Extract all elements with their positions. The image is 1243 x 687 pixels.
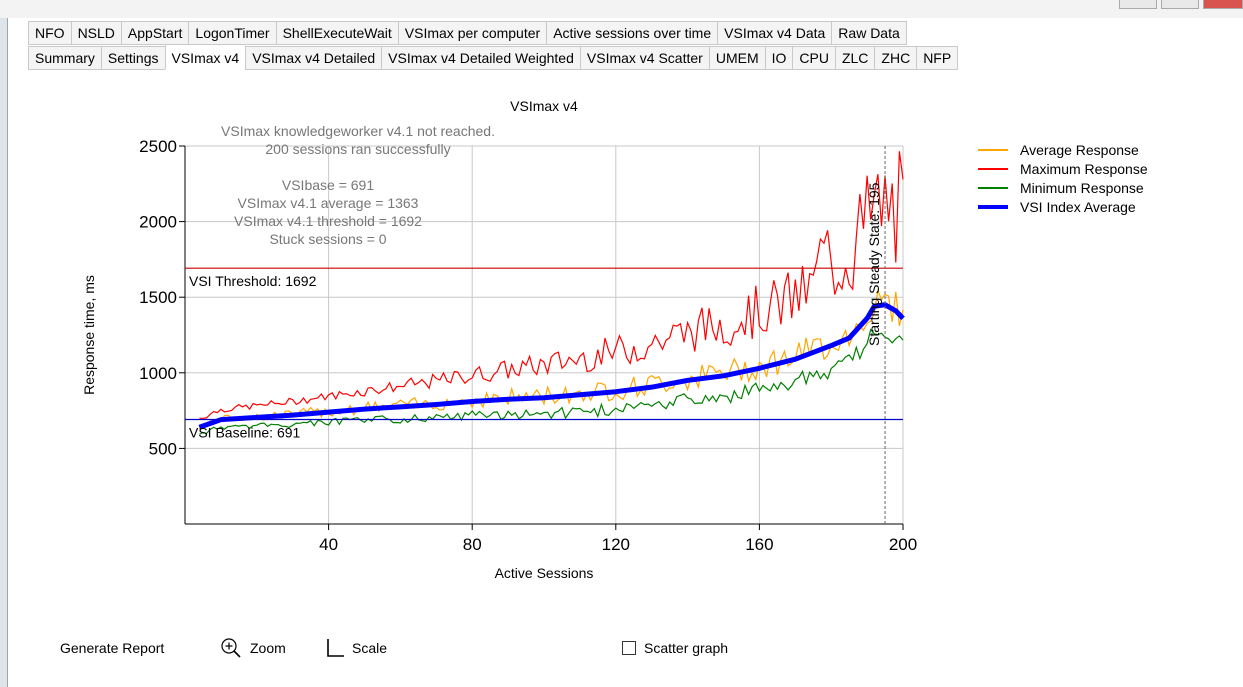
tab-vsimax-per-computer[interactable]: VSImax per computer bbox=[397, 21, 547, 45]
tab-logontimer[interactable]: LogonTimer bbox=[188, 21, 276, 45]
info-text-line: VSIbase = 691 bbox=[282, 177, 374, 193]
vsimax-chart: 40 80 120 160 200 500 1000 1500 2000 2500 VSImax v… bbox=[81, 98, 1148, 581]
x-tick-label: 120 bbox=[602, 535, 630, 554]
tab-zlc[interactable]: ZLC bbox=[834, 46, 875, 70]
tab-summary[interactable]: Summary bbox=[28, 46, 101, 70]
y-tick-label: 2500 bbox=[139, 137, 177, 156]
x-tick-label: 200 bbox=[889, 535, 917, 554]
info-text-line: Stuck sessions = 0 bbox=[269, 231, 386, 247]
tab-vsimax-v4-scatter[interactable]: VSImax v4 Scatter bbox=[579, 46, 709, 70]
legend-entry: Minimum Response bbox=[1020, 180, 1144, 196]
vsi-index-average-line bbox=[198, 302, 905, 430]
steady-state-label: Starting Steady State: 195 bbox=[866, 182, 882, 346]
window-controls bbox=[1113, 0, 1243, 10]
scatter-graph-toggle[interactable]: Scatter graph bbox=[622, 636, 728, 660]
tab-zhc[interactable]: ZHC bbox=[874, 46, 917, 70]
info-text-line: VSImax knowledgeworker v4.1 not reached. bbox=[221, 123, 495, 139]
tab-appstart[interactable]: AppStart bbox=[120, 21, 189, 45]
tab-row-1: NFO NSLD AppStart LogonTimer ShellExecuteWai… bbox=[28, 21, 907, 45]
x-tick-label: 40 bbox=[319, 535, 338, 554]
tab-settings[interactable]: Settings bbox=[100, 46, 165, 70]
y-tick-label: 1000 bbox=[139, 364, 177, 383]
tab-active-sessions-over-time[interactable]: Active sessions over time bbox=[546, 21, 718, 45]
chart-title: VSImax v4 bbox=[510, 98, 578, 114]
tab-nfo[interactable]: NFO bbox=[28, 21, 71, 45]
generate-report-button[interactable]: Generate Report bbox=[60, 636, 164, 660]
scatter-graph-checkbox[interactable] bbox=[622, 641, 636, 655]
y-tick-label: 1500 bbox=[139, 288, 177, 307]
scale-icon bbox=[327, 639, 344, 657]
scale-button[interactable]: Scale bbox=[324, 636, 387, 660]
minimize-button[interactable] bbox=[1119, 0, 1157, 9]
tab-row-2: Summary Settings VSImax v4 VSImax v4 Detail… bbox=[28, 44, 959, 70]
generate-report-label: Generate Report bbox=[60, 640, 165, 656]
y-tick-label: 2000 bbox=[139, 213, 177, 232]
tab-vsimax-v4-data[interactable]: VSImax v4 Data bbox=[717, 21, 832, 45]
tab-raw-data[interactable]: Raw Data bbox=[831, 21, 907, 45]
left-window-frame bbox=[0, 18, 8, 687]
x-tick-label: 160 bbox=[745, 535, 773, 554]
y-axis-label: Response time, ms bbox=[81, 275, 97, 395]
legend-entry: Average Response bbox=[1020, 142, 1139, 158]
info-text-line: VSImax v4.1 average = 1363 bbox=[238, 195, 419, 211]
legend-entry: Maximum Response bbox=[1020, 161, 1148, 177]
zoom-label: Zoom bbox=[250, 640, 286, 656]
scale-label: Scale bbox=[352, 640, 388, 656]
tab-cpu[interactable]: CPU bbox=[792, 46, 835, 70]
zoom-icon bbox=[221, 638, 241, 658]
close-button[interactable] bbox=[1203, 0, 1243, 9]
vsi-threshold-label: VSI Threshold: 1692 bbox=[189, 273, 317, 289]
minimum-response-line bbox=[199, 328, 904, 435]
tab-io[interactable]: IO bbox=[764, 46, 793, 70]
window-title-strip bbox=[0, 0, 1243, 18]
x-tick-label: 80 bbox=[463, 535, 482, 554]
tab-shellexecutewait[interactable]: ShellExecuteWait bbox=[275, 21, 398, 45]
tab-nsld[interactable]: NSLD bbox=[70, 21, 121, 45]
info-text-line: 200 sessions ran successfully bbox=[265, 141, 450, 157]
legend-entry: VSI Index Average bbox=[1020, 199, 1136, 215]
maximize-button[interactable] bbox=[1161, 0, 1199, 9]
tab-vsimax-v4[interactable]: VSImax v4 bbox=[164, 44, 246, 70]
tab-umem[interactable]: UMEM bbox=[708, 46, 765, 70]
maximum-response-line bbox=[199, 151, 904, 419]
vsi-baseline-label: VSI Baseline: 691 bbox=[189, 425, 301, 441]
scatter-graph-label: Scatter graph bbox=[644, 640, 729, 656]
zoom-button[interactable]: Zoom bbox=[220, 636, 286, 660]
tab-vsimax-v4-detailed-weighted[interactable]: VSImax v4 Detailed Weighted bbox=[381, 46, 580, 70]
y-tick-label: 500 bbox=[149, 439, 177, 458]
x-axis-label: Active Sessions bbox=[495, 565, 594, 581]
info-text-line: VSImax v4.1 threshold = 1692 bbox=[234, 213, 422, 229]
tab-vsimax-v4-detailed[interactable]: VSImax v4 Detailed bbox=[245, 46, 382, 70]
tab-nfp[interactable]: NFP bbox=[916, 46, 959, 70]
